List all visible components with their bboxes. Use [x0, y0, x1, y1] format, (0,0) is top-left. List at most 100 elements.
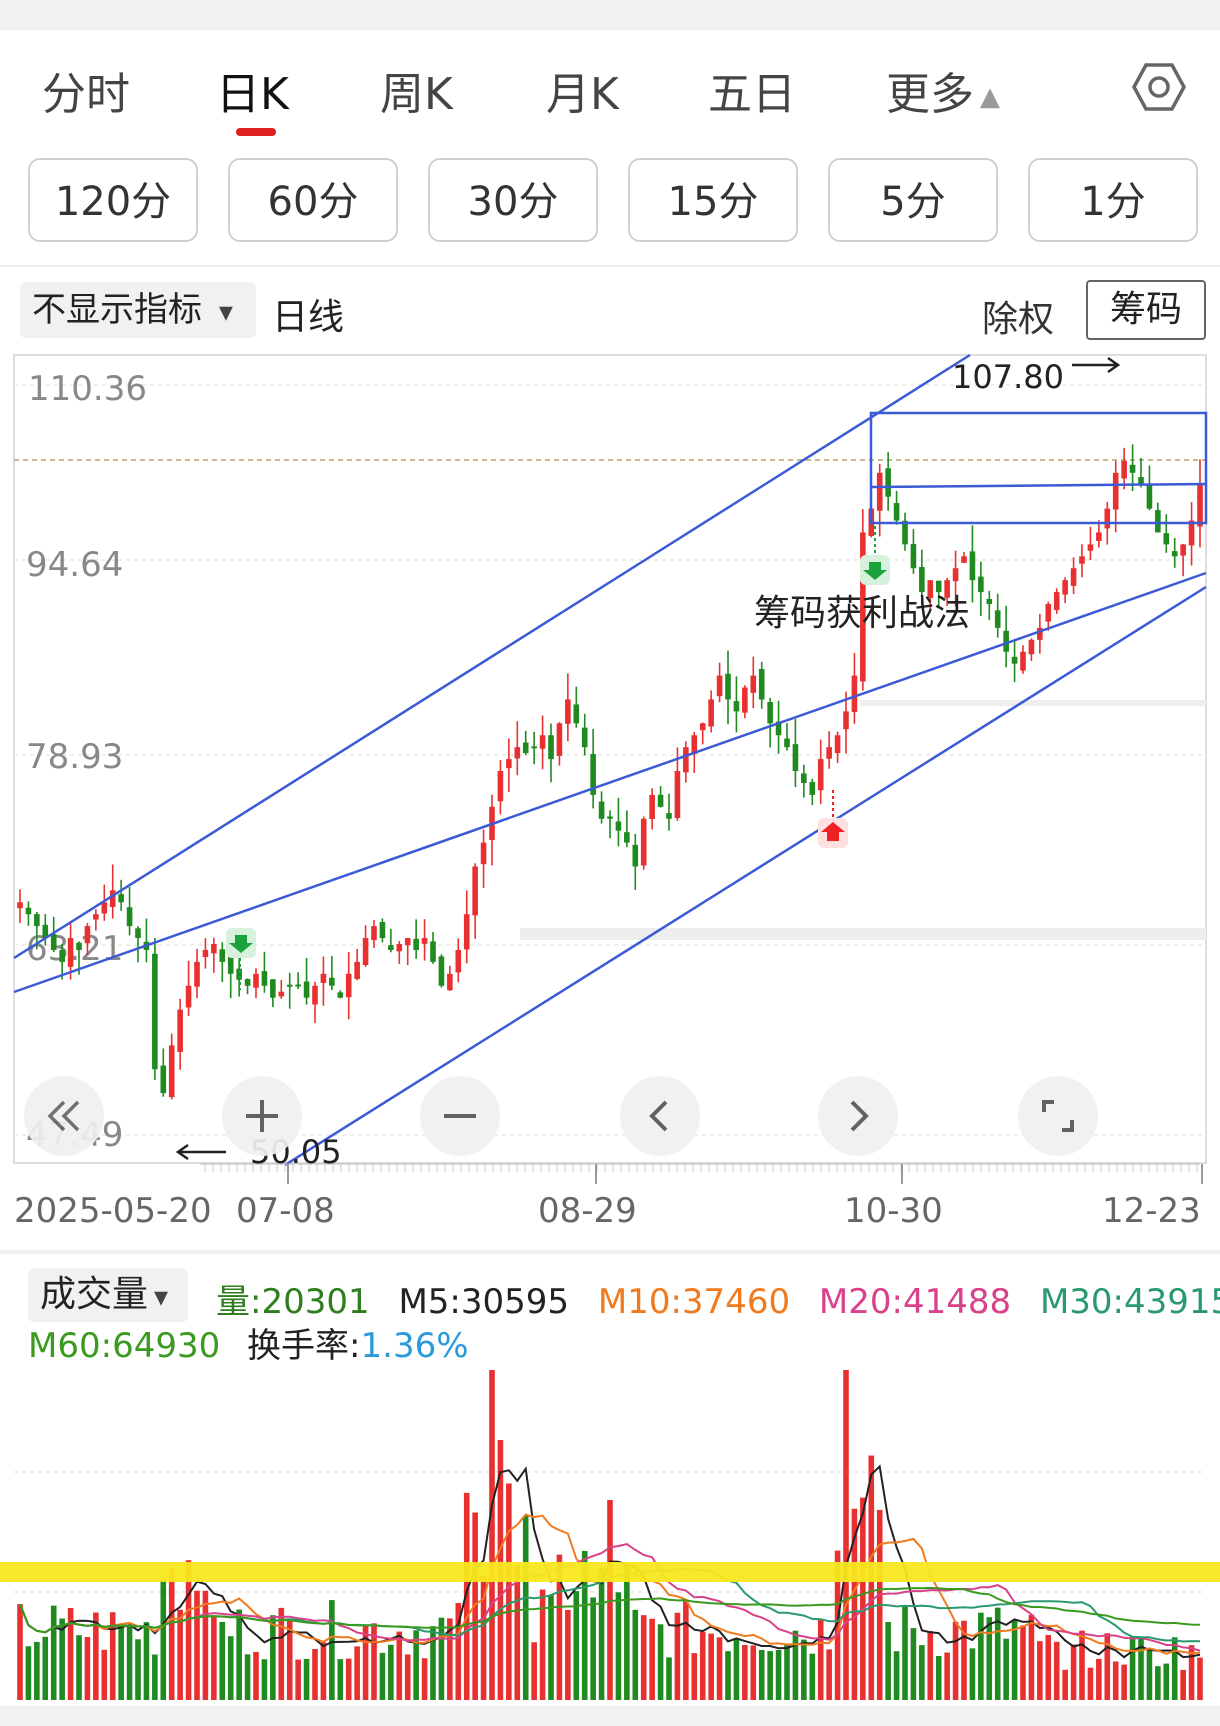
volume-bar — [270, 1615, 276, 1700]
volume-bar — [421, 1658, 428, 1700]
gear-icon[interactable] — [1132, 60, 1186, 114]
zoom-out-icon — [444, 1114, 476, 1118]
candle-body — [1079, 556, 1085, 564]
volume-bar — [455, 1603, 462, 1700]
volume-select-label: 成交量 — [40, 1274, 149, 1315]
volume-bar — [379, 1652, 386, 1700]
tab-fenshi[interactable]: 分时 — [42, 69, 130, 120]
candle-body — [93, 914, 99, 920]
volume-bar — [750, 1645, 757, 1700]
next-button[interactable] — [818, 1076, 898, 1156]
volume-indicator-select[interactable]: 成交量 ▾ — [28, 1268, 188, 1322]
volume-bar — [919, 1645, 925, 1700]
rewind-button[interactable] — [24, 1076, 104, 1156]
candle-body — [1003, 630, 1009, 652]
y-tick-label: 110.36 — [28, 369, 147, 409]
tab-zhouk[interactable]: 周K — [380, 69, 453, 120]
volume-bar — [860, 1497, 866, 1700]
volume-chart[interactable] — [0, 1370, 1220, 1716]
volume-bar — [143, 1622, 150, 1700]
volume-bar — [1028, 1614, 1035, 1700]
volume-bar — [784, 1643, 790, 1700]
interval-15-button[interactable]: 15分 — [628, 158, 798, 242]
legend-m60: M60:64930 — [28, 1326, 221, 1366]
tab-rik[interactable]: 日K — [216, 69, 289, 120]
candle-body — [952, 568, 959, 582]
volume-bar — [1138, 1637, 1144, 1700]
interval-30-button[interactable]: 30分 — [428, 158, 598, 242]
y-tick-label: 94.64 — [26, 545, 123, 585]
candle-body — [1197, 484, 1203, 527]
tab-yuek[interactable]: 月K — [546, 69, 619, 120]
candle-body — [817, 759, 824, 791]
volume-bar — [413, 1630, 419, 1700]
candle-body — [295, 984, 301, 987]
volume-bar — [1129, 1636, 1136, 1700]
x-axis: 2025-05-20 07-08 08-29 10-30 12-23 — [14, 1163, 1203, 1230]
volume-legend-row-2: M60:64930 换手率:1.36% — [28, 1318, 469, 1367]
down-arrow-icon — [229, 935, 253, 953]
volume-bar — [354, 1646, 360, 1700]
candle-body — [455, 949, 462, 973]
x-tick-label: 08-29 — [538, 1191, 637, 1230]
candle-body — [244, 979, 251, 986]
volume-bar — [244, 1654, 251, 1700]
chips-button[interactable]: 筹码 — [1086, 280, 1206, 340]
candle-body — [480, 842, 487, 865]
arrow-left-icon — [175, 1143, 226, 1161]
volume-bar — [935, 1656, 942, 1700]
candle-body — [236, 968, 242, 980]
candle-body — [34, 914, 40, 927]
candle-body — [935, 580, 942, 593]
candle-body — [1112, 472, 1119, 510]
candle-body — [84, 926, 91, 944]
candle-body — [25, 907, 32, 915]
tab-wuri[interactable]: 五日 — [708, 69, 796, 120]
legend-m5: M5:30595 — [398, 1282, 570, 1322]
interval-5-button[interactable]: 5分 — [828, 158, 998, 242]
box-midline — [870, 482, 1207, 489]
fullscreen-button[interactable] — [1018, 1076, 1098, 1156]
up-arrow-icon — [821, 822, 845, 841]
indicator-select[interactable]: 不显示指标 ▾ — [20, 282, 256, 338]
prev-button[interactable] — [620, 1076, 700, 1156]
highlight-band — [0, 1562, 1220, 1582]
candle-body — [1171, 551, 1178, 557]
candle-body — [1053, 592, 1060, 611]
volume-bar — [539, 1589, 546, 1700]
volume-bar — [93, 1612, 99, 1700]
candlestick-chart[interactable]: 110.36 94.64 78.93 63.21 47.49 107.80 50… — [0, 350, 1220, 1230]
volume-bar — [76, 1635, 82, 1700]
candle-body — [565, 699, 571, 724]
volume-bar — [531, 1642, 537, 1700]
zoom-in-button[interactable] — [222, 1076, 302, 1156]
candle-body — [1028, 639, 1035, 655]
candle-body — [354, 961, 360, 979]
volume-bar — [758, 1650, 765, 1700]
interval-60-button[interactable]: 60分 — [228, 158, 398, 242]
volume-bar — [295, 1659, 301, 1700]
volume-bar — [404, 1654, 411, 1700]
candle-body — [194, 961, 200, 987]
volume-bar — [109, 1612, 116, 1700]
candle-body — [649, 794, 655, 819]
candle-body — [118, 894, 124, 903]
signal-markers — [226, 526, 890, 990]
period-tabs: 分时 日K 周K 月K 五日 更多 ▲ — [0, 30, 1220, 160]
candle-body — [430, 941, 436, 962]
candle-body — [674, 771, 681, 818]
candle-body — [834, 735, 841, 754]
volume-bar — [952, 1621, 959, 1700]
top-status-strip — [0, 0, 1220, 30]
volume-bar — [851, 1508, 858, 1700]
adjust-toggle[interactable]: 除权 — [982, 299, 1055, 340]
volume-bar — [548, 1595, 554, 1700]
candle-body — [50, 934, 57, 950]
tab-more[interactable]: 更多 ▲ — [886, 58, 1000, 122]
interval-1-button[interactable]: 1分 — [1028, 158, 1198, 242]
candle-body — [657, 794, 664, 807]
lower-channel-line — [284, 585, 1207, 1167]
zoom-out-button[interactable] — [420, 1076, 500, 1156]
interval-120-button[interactable]: 120分 — [28, 158, 198, 242]
volume-bar — [84, 1636, 91, 1700]
